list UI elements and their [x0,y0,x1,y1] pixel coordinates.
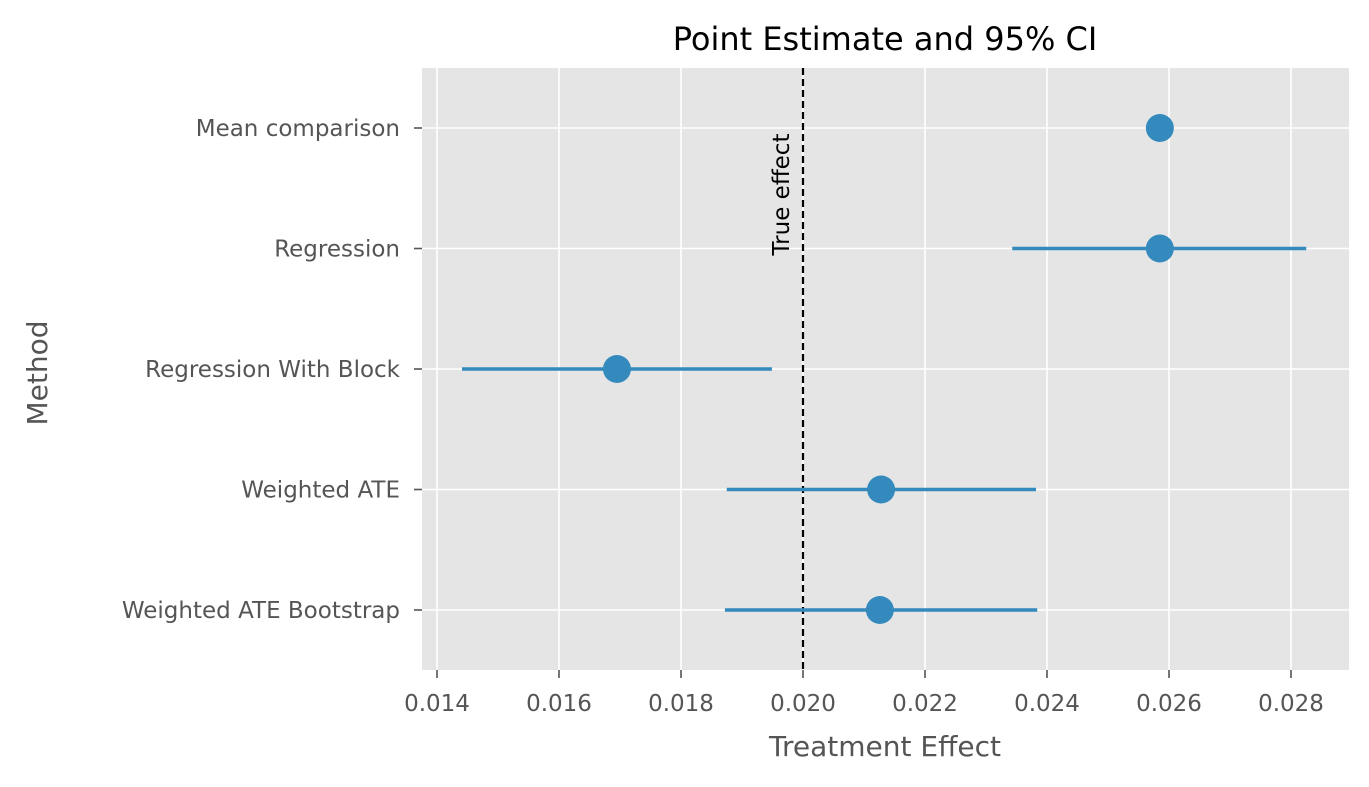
y-tick-label: Weighted ATE [241,478,400,504]
y-tick-label: Regression With Block [145,357,401,383]
y-axis-label: Method [21,320,54,425]
point-estimate [1145,114,1174,142]
y-tick-label: Mean comparison [196,116,400,142]
x-tick-label: 0.028 [1258,691,1324,717]
chart-title: Point Estimate and 95% CI [673,20,1098,58]
x-tick-label: 0.020 [770,691,836,717]
point-estimate [602,355,631,383]
x-tick-label: 0.018 [648,691,714,717]
x-tick-label: 0.022 [892,691,958,717]
point-estimate [1145,234,1174,263]
y-axis-ticks: Mean comparison Regression Regression With… [122,116,422,624]
x-tick-label: 0.026 [1136,691,1202,717]
x-axis-ticks: 0.014 0.016 0.018 0.020 0.022 0.024 0.026 0.028 [404,670,1324,717]
point-estimate [865,596,894,624]
y-tick-label: Regression [274,237,400,263]
x-tick-label: 0.014 [404,691,470,717]
x-tick-label: 0.016 [526,691,592,717]
x-axis-label: Treatment Effect [768,730,1001,763]
point-estimate [867,475,896,504]
x-tick-label: 0.024 [1014,691,1080,717]
true-effect-label: True effect [769,134,795,257]
data-marks [462,114,1307,624]
y-tick-label: Weighted ATE Bootstrap [122,598,400,624]
